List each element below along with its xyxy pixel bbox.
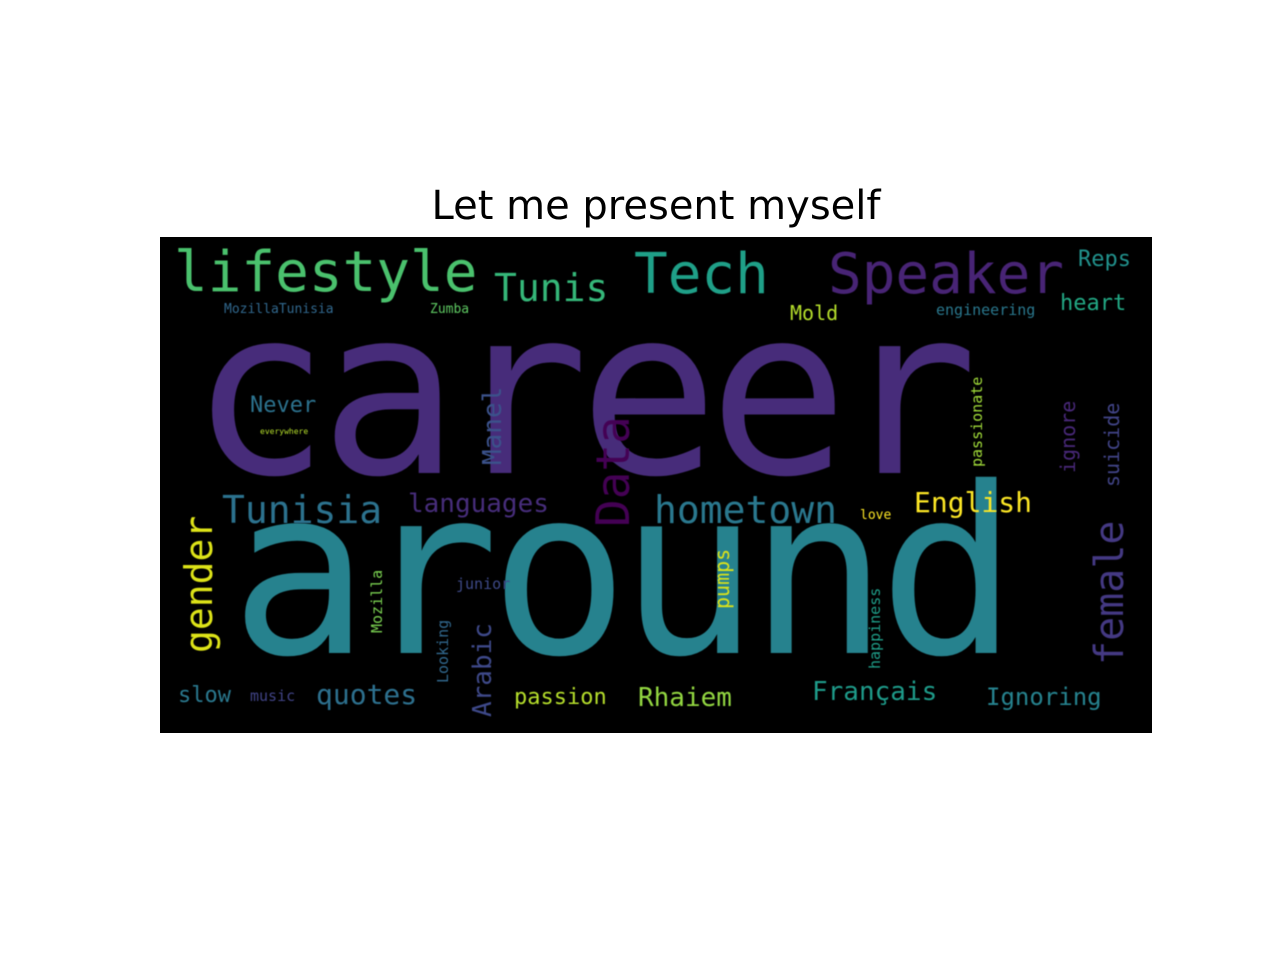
word-cloud: career around lifestyle Tunis Tech Speak… — [160, 237, 1152, 733]
word-mozillatunisia: MozillaTunisia — [224, 302, 334, 317]
word-slow: slow — [178, 683, 231, 708]
word-quotes: quotes — [316, 678, 418, 711]
word-tunis: Tunis — [494, 266, 609, 310]
word-francais: Français — [812, 677, 938, 707]
word-manel: Manel — [478, 386, 508, 465]
word-looking: Looking — [434, 619, 452, 683]
word-speaker: Speaker — [828, 242, 1065, 307]
word-career: career — [190, 258, 978, 528]
chart-title: Let me present myself — [431, 183, 881, 229]
word-never: Never — [250, 393, 317, 418]
word-heart: heart — [1060, 291, 1127, 316]
word-lifestyle: lifestyle — [174, 240, 478, 305]
word-languages: languages — [408, 489, 549, 519]
word-arabic: Arabic — [468, 623, 498, 717]
word-love: love — [860, 508, 892, 523]
word-around: around — [230, 438, 1018, 708]
word-everywhere: everywhere — [260, 427, 309, 436]
word-engineering: engineering — [936, 301, 1036, 319]
word-mozilla: Mozilla — [368, 569, 386, 633]
word-suicide: suicide — [1100, 402, 1124, 487]
word-junior: junior — [456, 575, 511, 593]
word-ignore: ignore — [1056, 400, 1080, 473]
word-happiness: happiness — [866, 587, 884, 669]
word-ignoring: Ignoring — [986, 683, 1102, 711]
word-rhaiem: Rhaiem — [638, 683, 732, 713]
word-passionate: passionate — [968, 376, 986, 467]
word-tech: Tech — [634, 242, 769, 307]
word-reps: Reps — [1078, 247, 1131, 272]
word-zumba: Zumba — [430, 302, 470, 317]
word-english: English — [914, 486, 1033, 519]
word-data: Data — [586, 416, 640, 527]
word-passion: passion — [514, 685, 607, 710]
word-hometown: hometown — [654, 488, 838, 532]
word-music: music — [250, 687, 296, 705]
word-gender: gender — [177, 515, 221, 653]
word-female: female — [1087, 520, 1133, 666]
word-mold: Mold — [790, 301, 839, 325]
word-tunisia: Tunisia — [222, 488, 383, 532]
word-pumps: pumps — [710, 548, 734, 609]
